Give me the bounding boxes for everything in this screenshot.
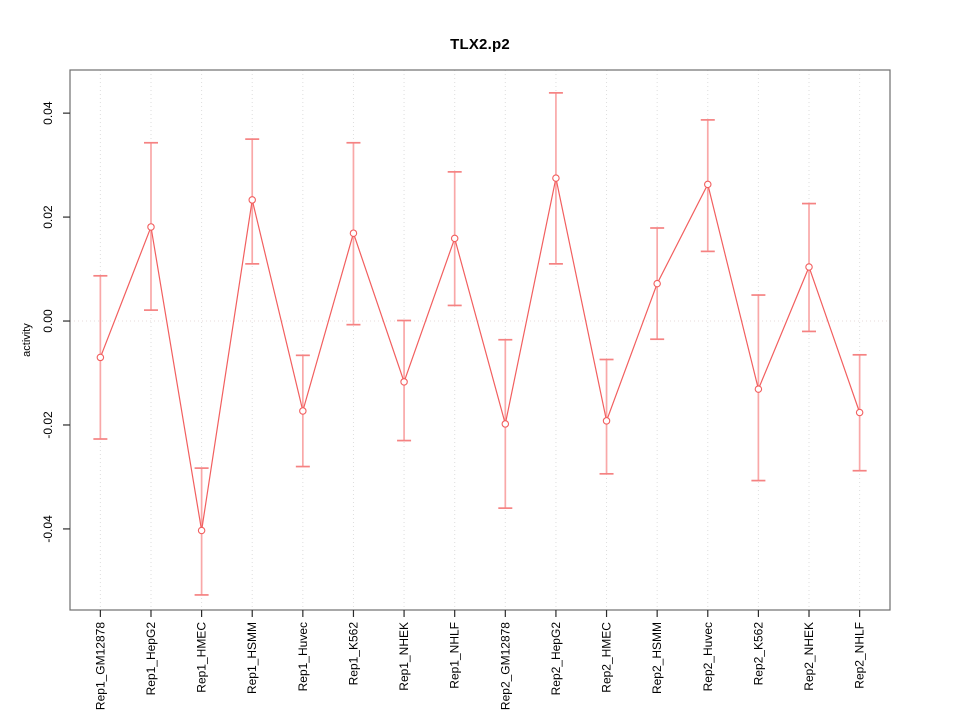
data-point-marker	[450, 234, 459, 243]
x-tick-label: Rep1_NHEK	[397, 622, 411, 691]
x-tick-label: Rep2_Huvec	[701, 622, 715, 691]
data-point-marker	[96, 353, 105, 362]
x-tick-label: Rep1_Huvec	[296, 622, 310, 691]
x-tick-label: Rep1_HepG2	[144, 622, 158, 696]
data-point-marker	[197, 526, 206, 535]
data-point-marker	[349, 229, 358, 237]
y-tick-label: 0.04	[41, 101, 55, 125]
data-point-marker	[552, 174, 560, 182]
data-point-marker	[147, 223, 155, 231]
data-point-marker	[653, 279, 661, 288]
data-point-marker	[602, 417, 611, 425]
x-tick-label: Rep1_K562	[346, 622, 360, 686]
x-tick-label: Rep2_K562	[751, 622, 765, 686]
x-tick-label: Rep2_NHLF	[853, 622, 867, 689]
x-tick-label: Rep2_HMEC	[600, 622, 614, 693]
x-tick-label: Rep1_NHLF	[448, 622, 462, 689]
data-point-marker	[704, 180, 712, 189]
y-tick-label: 0.02	[41, 205, 55, 229]
y-tick-label: -0.02	[41, 411, 55, 439]
data-point-marker	[754, 385, 763, 393]
x-tick-label: Rep2_GM12878	[498, 622, 512, 710]
data-point-marker	[805, 263, 813, 271]
x-tick-label: Rep1_GM12878	[93, 622, 107, 710]
x-tick-label: Rep2_HSMM	[650, 622, 664, 694]
series-line	[99, 177, 861, 531]
x-tick-label: Rep1_HSMM	[245, 622, 259, 694]
chart-title: TLX2.p2	[450, 36, 510, 53]
y-tick-label: -0.04	[41, 515, 55, 543]
y-tick-label: 0.00	[41, 309, 55, 333]
x-tick-label: Rep2_NHEK	[802, 622, 816, 691]
x-tick-label: Rep1_HMEC	[195, 622, 209, 693]
data-point-marker	[248, 196, 256, 204]
plot-frame	[69, 69, 891, 611]
data-point-marker	[400, 378, 408, 386]
data-point-marker	[501, 420, 510, 428]
x-tick-label: Rep2_HepG2	[549, 622, 563, 696]
data-point-marker	[299, 407, 307, 415]
data-point-marker	[855, 408, 864, 417]
